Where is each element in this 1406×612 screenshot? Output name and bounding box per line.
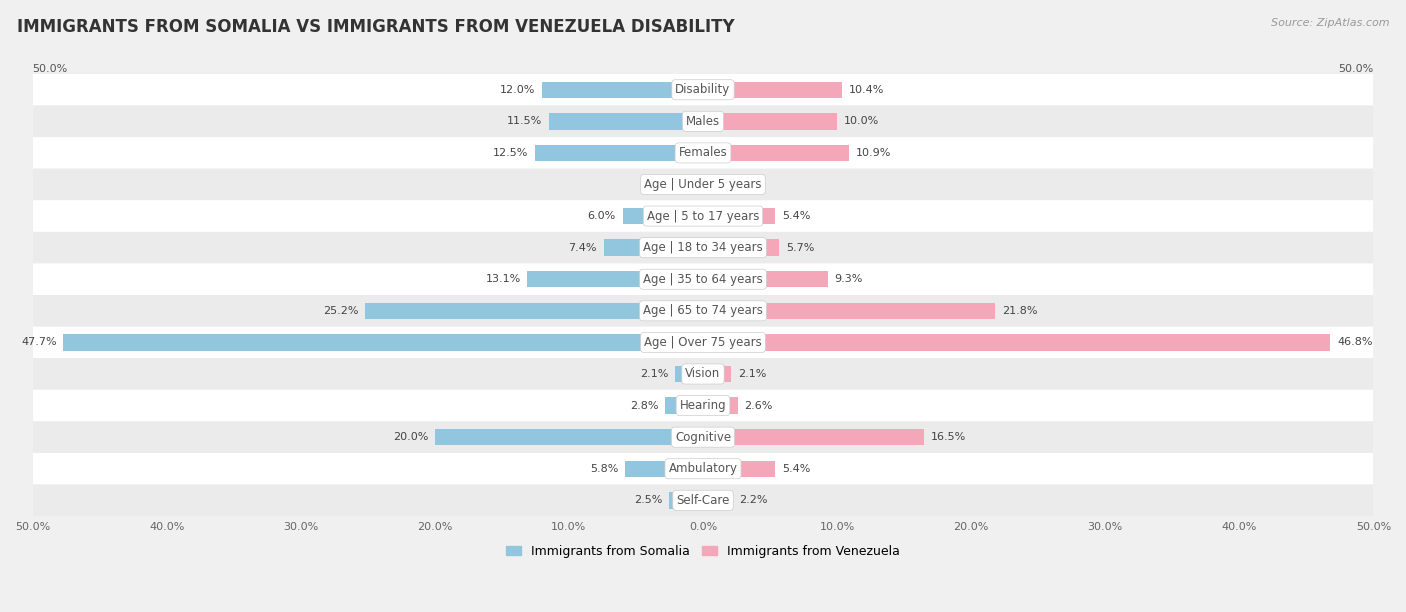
Bar — [703, 429, 924, 446]
FancyBboxPatch shape — [32, 421, 1374, 453]
Text: 2.1%: 2.1% — [738, 369, 766, 379]
Bar — [703, 397, 738, 414]
Bar — [434, 429, 703, 446]
FancyBboxPatch shape — [32, 74, 1374, 105]
Text: 6.0%: 6.0% — [588, 211, 616, 221]
Text: 5.4%: 5.4% — [782, 464, 810, 474]
Text: Self-Care: Self-Care — [676, 494, 730, 507]
Text: 50.0%: 50.0% — [1339, 64, 1374, 74]
Text: 2.2%: 2.2% — [740, 495, 768, 506]
Bar — [543, 81, 703, 98]
FancyBboxPatch shape — [32, 169, 1374, 200]
Legend: Immigrants from Somalia, Immigrants from Venezuela: Immigrants from Somalia, Immigrants from… — [501, 540, 905, 563]
Text: 5.4%: 5.4% — [782, 211, 810, 221]
Text: 2.1%: 2.1% — [640, 369, 668, 379]
Text: 12.0%: 12.0% — [501, 84, 536, 95]
Text: Age | 35 to 64 years: Age | 35 to 64 years — [643, 273, 763, 286]
Bar — [703, 81, 842, 98]
Text: 1.2%: 1.2% — [725, 179, 754, 190]
Bar — [703, 334, 1330, 351]
Text: Source: ZipAtlas.com: Source: ZipAtlas.com — [1271, 18, 1389, 28]
Bar — [548, 113, 703, 130]
Bar — [536, 144, 703, 161]
Bar — [703, 144, 849, 161]
FancyBboxPatch shape — [32, 263, 1374, 295]
Bar — [623, 208, 703, 224]
Text: Age | Under 5 years: Age | Under 5 years — [644, 178, 762, 191]
Bar — [669, 492, 703, 509]
Text: 46.8%: 46.8% — [1337, 337, 1372, 348]
Text: 20.0%: 20.0% — [392, 432, 429, 442]
Text: Females: Females — [679, 146, 727, 159]
Text: 10.0%: 10.0% — [844, 116, 879, 126]
Text: 2.5%: 2.5% — [634, 495, 662, 506]
FancyBboxPatch shape — [32, 105, 1374, 137]
FancyBboxPatch shape — [32, 327, 1374, 358]
Bar — [703, 366, 731, 382]
Text: Age | 65 to 74 years: Age | 65 to 74 years — [643, 304, 763, 317]
Text: 10.4%: 10.4% — [849, 84, 884, 95]
Bar — [675, 366, 703, 382]
Bar — [703, 460, 775, 477]
Text: 21.8%: 21.8% — [1002, 306, 1038, 316]
Text: 5.7%: 5.7% — [786, 243, 814, 253]
Text: 9.3%: 9.3% — [834, 274, 863, 284]
FancyBboxPatch shape — [32, 485, 1374, 516]
Text: Disability: Disability — [675, 83, 731, 96]
Bar — [703, 271, 828, 288]
Bar — [703, 239, 779, 256]
FancyBboxPatch shape — [32, 295, 1374, 327]
Bar — [626, 460, 703, 477]
Text: 50.0%: 50.0% — [32, 64, 67, 74]
Text: Age | Over 75 years: Age | Over 75 years — [644, 336, 762, 349]
Text: 7.4%: 7.4% — [568, 243, 598, 253]
Bar — [703, 302, 995, 319]
Text: 2.6%: 2.6% — [745, 401, 773, 411]
Bar — [703, 492, 733, 509]
FancyBboxPatch shape — [32, 232, 1374, 263]
Text: 13.1%: 13.1% — [485, 274, 520, 284]
Bar — [603, 239, 703, 256]
FancyBboxPatch shape — [32, 200, 1374, 232]
Text: Age | 5 to 17 years: Age | 5 to 17 years — [647, 209, 759, 223]
Text: 10.9%: 10.9% — [856, 148, 891, 158]
Text: Hearing: Hearing — [679, 399, 727, 412]
Bar — [703, 176, 718, 193]
Bar — [63, 334, 703, 351]
Text: IMMIGRANTS FROM SOMALIA VS IMMIGRANTS FROM VENEZUELA DISABILITY: IMMIGRANTS FROM SOMALIA VS IMMIGRANTS FR… — [17, 18, 734, 36]
FancyBboxPatch shape — [32, 137, 1374, 169]
FancyBboxPatch shape — [32, 358, 1374, 390]
FancyBboxPatch shape — [32, 453, 1374, 485]
Text: 1.3%: 1.3% — [651, 179, 679, 190]
Text: Ambulatory: Ambulatory — [668, 462, 738, 476]
Text: 16.5%: 16.5% — [931, 432, 966, 442]
Bar — [366, 302, 703, 319]
FancyBboxPatch shape — [32, 390, 1374, 421]
Text: 25.2%: 25.2% — [323, 306, 359, 316]
Bar — [686, 176, 703, 193]
Bar — [703, 208, 775, 224]
Text: Cognitive: Cognitive — [675, 431, 731, 444]
Text: Age | 18 to 34 years: Age | 18 to 34 years — [643, 241, 763, 254]
Text: 47.7%: 47.7% — [21, 337, 56, 348]
Text: 5.8%: 5.8% — [591, 464, 619, 474]
Bar — [527, 271, 703, 288]
Bar — [665, 397, 703, 414]
Bar — [703, 113, 837, 130]
Text: Vision: Vision — [685, 367, 721, 381]
Text: 12.5%: 12.5% — [494, 148, 529, 158]
Text: Males: Males — [686, 115, 720, 128]
Text: 2.8%: 2.8% — [630, 401, 659, 411]
Text: 11.5%: 11.5% — [506, 116, 543, 126]
